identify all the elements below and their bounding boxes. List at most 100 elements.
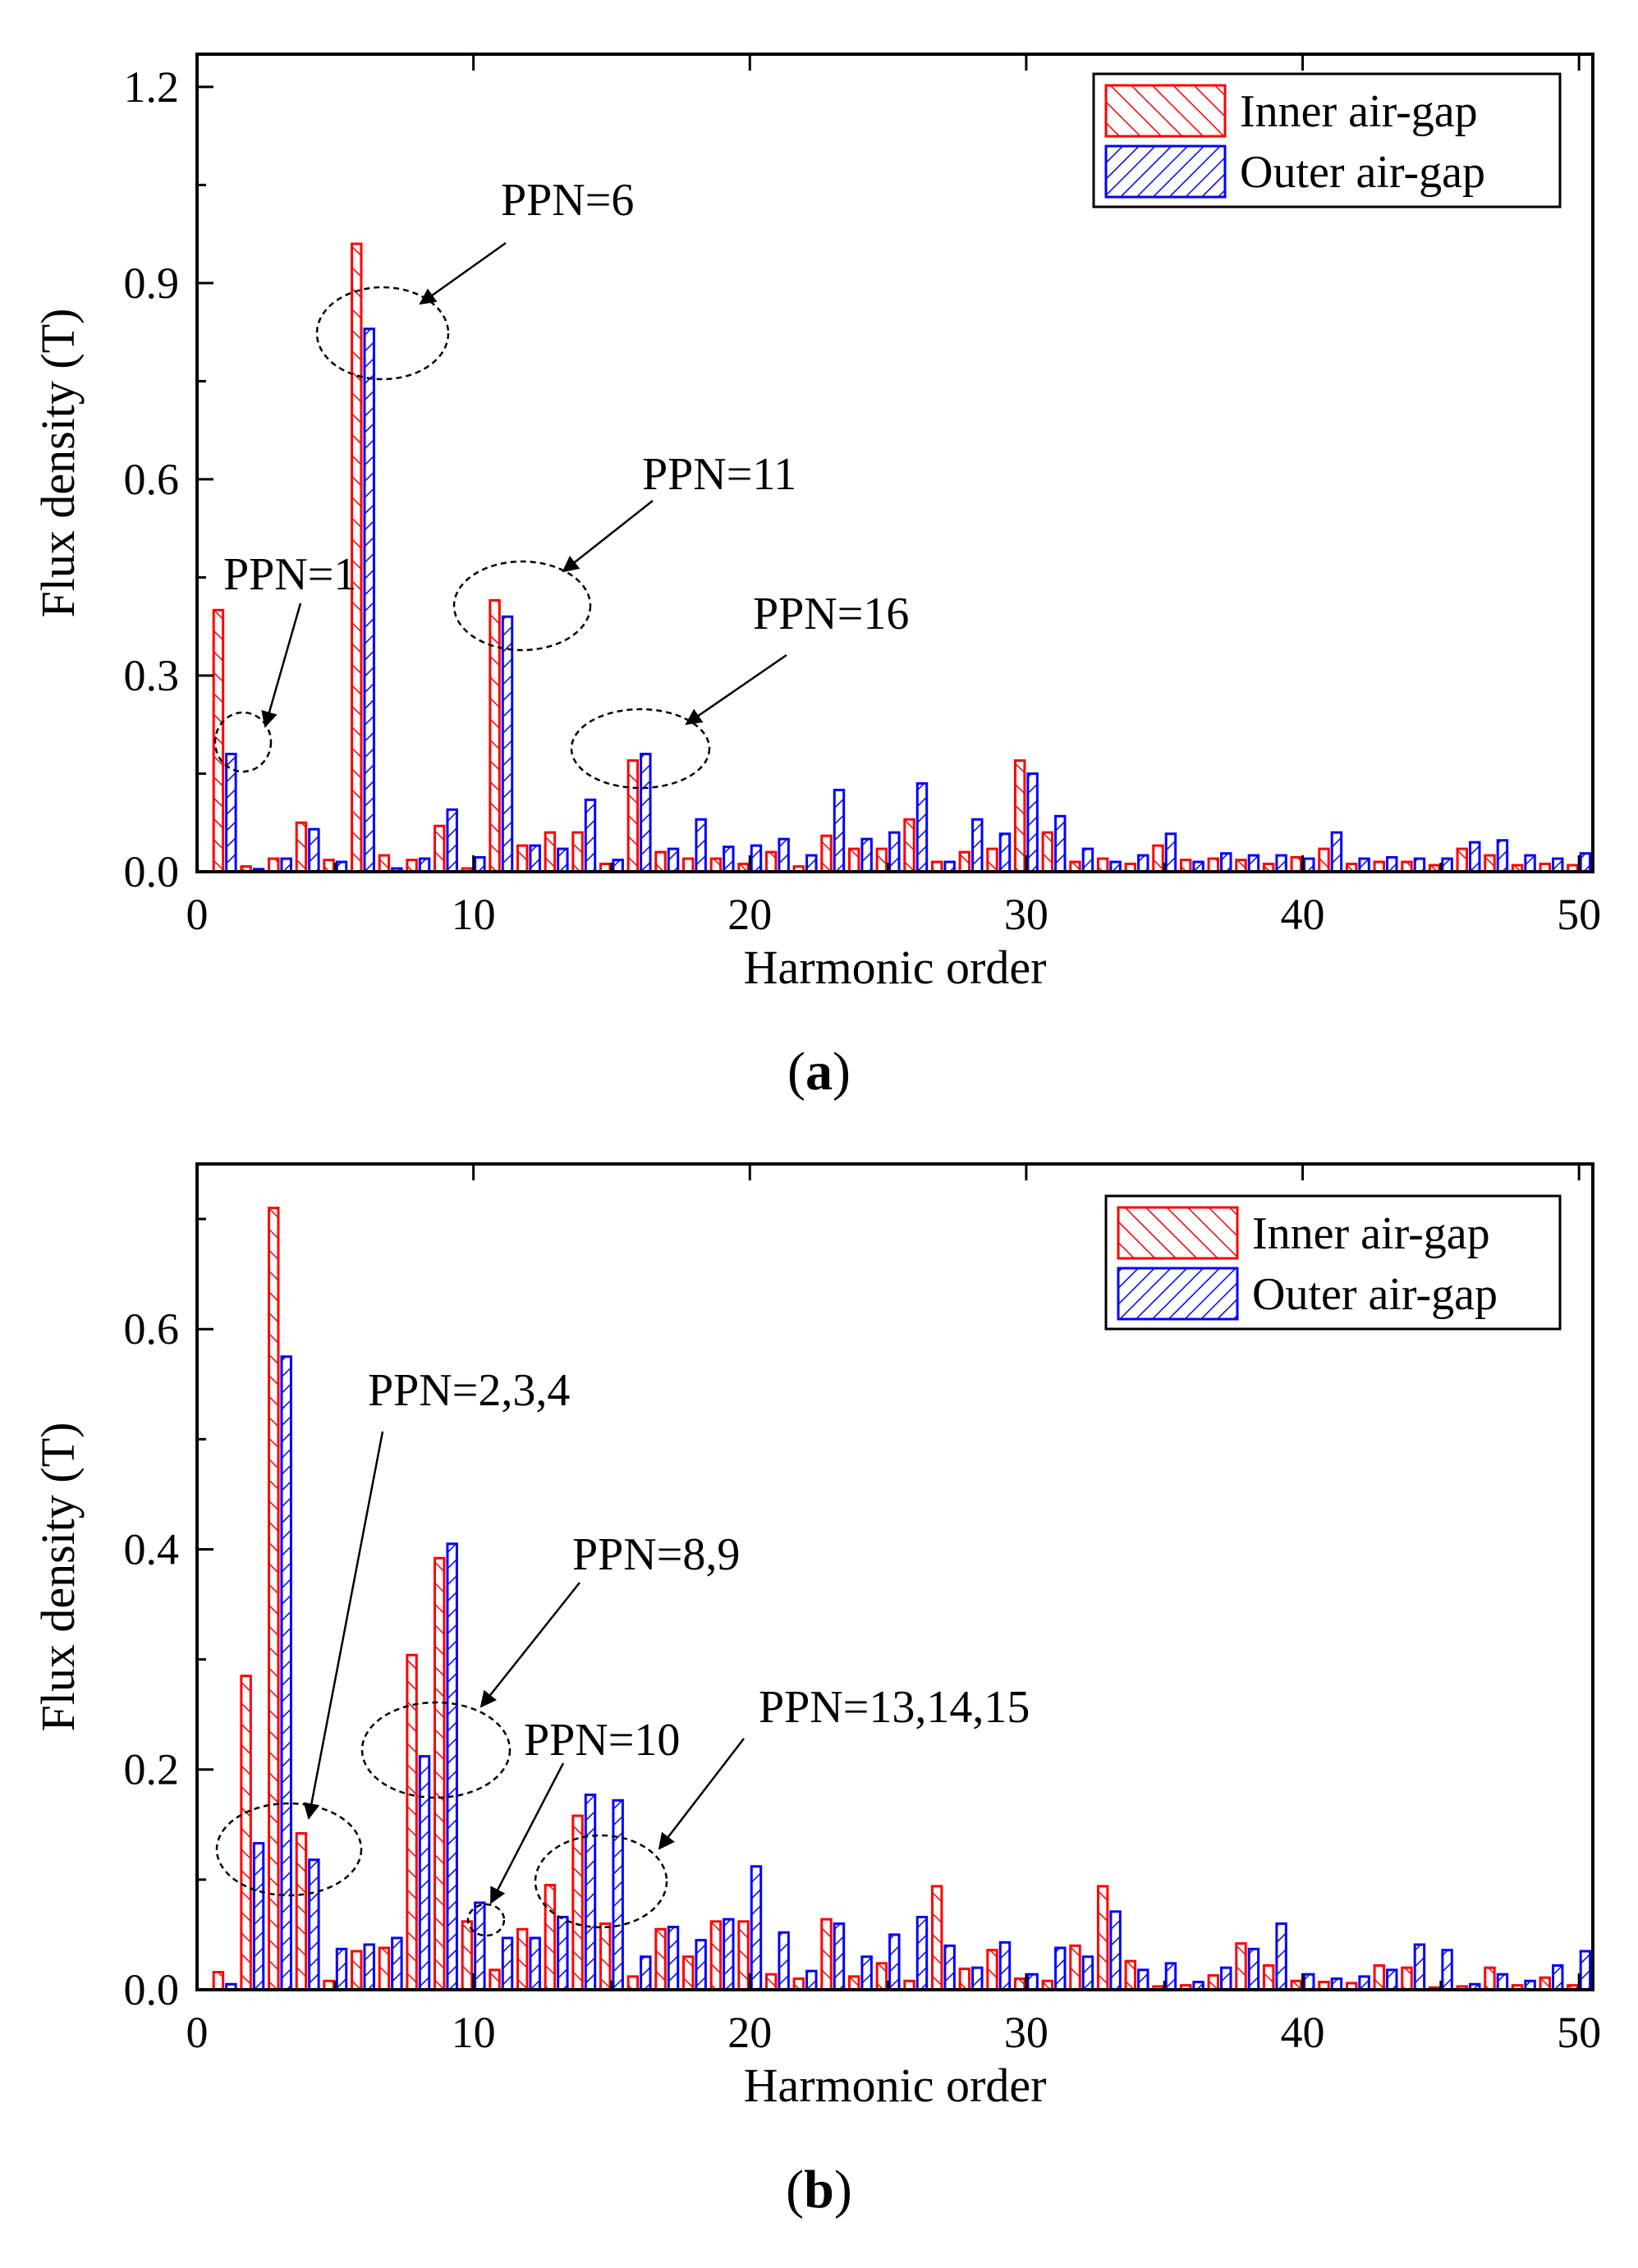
bar-outer-h22 (805, 1969, 818, 1991)
legend-label-inner-a: Inner air-gap (1240, 86, 1478, 137)
annotation-ppn10: PPN=10 (524, 1715, 680, 1766)
bar-inner-h33 (1096, 857, 1109, 873)
bar-inner-h21 (764, 1972, 778, 1991)
annotation-ppn6: PPN=6 (501, 175, 634, 226)
bar-outer-h1 (225, 753, 237, 873)
annotations-a: PPN=1 PPN=6 PPN=11 PPN=16 (213, 175, 909, 790)
bar-outer-h50 (1579, 852, 1592, 873)
bar-outer-h32 (1081, 1955, 1094, 1991)
bar-outer-h47 (1496, 839, 1509, 873)
bar-inner-h37 (1207, 857, 1220, 873)
bar-outer-h31 (1054, 1946, 1067, 1991)
bar-outer-h32 (1081, 847, 1094, 873)
bar-outer-h33 (1109, 1910, 1122, 1991)
y-axis-label-b: Flux density (T) (31, 1423, 85, 1732)
bar-outer-h18 (695, 818, 707, 873)
plot-frame-a (195, 53, 1594, 873)
annotation-arrow-ppn89 (479, 1582, 580, 1708)
bar-outer-h26 (915, 781, 929, 873)
axes-a: 0 10 20 30 40 50 0.0 0.3 0.6 0.9 1.2 (124, 54, 1601, 939)
x-tick-label: 10 (452, 890, 496, 939)
annotation-ppn89: PPN=8,9 (572, 1529, 740, 1580)
bar-inner-h25 (875, 1962, 888, 1991)
bar-inner-h18 (681, 857, 695, 873)
bar-inner-h43 (1373, 1963, 1386, 1991)
bar-inner-h11 (489, 598, 501, 873)
bar-outer-h27 (943, 1944, 956, 1991)
panel-caption-a: (a) (787, 1042, 851, 1102)
bar-inner-h30 (1013, 1977, 1026, 1991)
bar-inner-h7 (378, 1946, 391, 1991)
bar-outer-h39 (1275, 1922, 1287, 1991)
bar-inner-h10 (461, 1920, 474, 1991)
bar-outer-h15 (612, 1798, 624, 1991)
bar-outer-h37 (1220, 852, 1232, 873)
bar-outer-h35 (1164, 1962, 1177, 1991)
y-tick-label: 0.3 (124, 651, 180, 700)
x-tick-label: 50 (1557, 890, 1601, 939)
bar-outer-h23 (833, 1922, 846, 1991)
bar-outer-h43 (1386, 855, 1398, 873)
bar-inner-h47 (1484, 854, 1496, 873)
bar-inner-h16 (626, 759, 640, 873)
bar-outer-h45 (1441, 1949, 1453, 1991)
bar-outer-h10 (474, 855, 486, 873)
annotation-arrow-ppn10 (489, 1762, 565, 1904)
bar-outer-h9 (446, 808, 458, 873)
annotations-b: PPN=2,3,4 PPN=8,9 PPN=10 PPN=13,14,15 (215, 1365, 1030, 1937)
bar-inner-h19 (709, 857, 723, 873)
bar-outer-h30 (1026, 772, 1039, 873)
axes-b: 0 10 20 30 40 50 0.0 0.2 0.4 0.6 (124, 1164, 1601, 2057)
bar-inner-h27 (930, 1885, 943, 1991)
bar-inner-h14 (571, 831, 584, 873)
bar-inner-h1 (212, 1971, 225, 1991)
bar-outer-h30 (1026, 1972, 1039, 1991)
x-tick-label: 40 (1281, 890, 1325, 939)
bar-inner-h38 (1235, 859, 1247, 873)
bar-outer-h35 (1164, 832, 1177, 873)
bar-inner-h12 (516, 844, 529, 873)
bar-outer-h9 (446, 1542, 458, 1991)
bar-outer-h22 (805, 854, 818, 873)
bar-inner-h30 (1013, 759, 1026, 873)
x-tick-label: 20 (727, 890, 772, 939)
y-tick-label: 0.0 (124, 1965, 180, 2014)
annotation-ellipse-ppn1 (213, 711, 273, 773)
x-tick-label: 50 (1557, 2008, 1601, 2057)
bar-outer-h8 (418, 1755, 431, 1991)
bar-inner-h31 (1041, 831, 1054, 873)
bar-inner-h24 (847, 1975, 860, 1991)
annotation-ellipse-ppn10 (466, 1903, 506, 1937)
annotation-ellipse-ppn89 (360, 1701, 512, 1799)
bar-outer-h40 (1303, 1972, 1315, 1991)
bar-inner-h29 (986, 847, 998, 873)
legend-label-outer-b: Outer air-gap (1252, 1269, 1498, 1320)
annotation-arrow-ppn1 (261, 603, 302, 728)
bar-inner-h41 (1318, 847, 1330, 873)
bar-outer-h25 (888, 1933, 901, 1991)
bar-outer-h13 (557, 1915, 569, 1991)
bar-outer-h4 (308, 1858, 320, 1991)
bar-outer-h21 (778, 1931, 790, 1991)
annotation-ellipse-ppn6 (315, 286, 450, 381)
bar-outer-h46 (1469, 841, 1481, 873)
legend-swatch-outer-a (1104, 144, 1227, 199)
bar-inner-h16 (626, 1975, 640, 1991)
bar-outer-h43 (1386, 1968, 1398, 1991)
bar-inner-h19 (709, 1920, 723, 1991)
bar-outer-h3 (280, 857, 292, 873)
bar-inner-h36 (1179, 859, 1192, 873)
panel-caption-b: (b) (786, 2160, 852, 2220)
bar-inner-h9 (434, 824, 446, 873)
bar-outer-h24 (860, 1955, 873, 1991)
bar-outer-h49 (1552, 1963, 1564, 1991)
legend-swatch-inner-a (1104, 84, 1227, 138)
bar-inner-h4 (295, 1832, 308, 1991)
bar-outer-h29 (998, 832, 1012, 873)
bar-outer-h25 (888, 831, 901, 873)
bar-inner-h17 (654, 1927, 667, 1991)
bar-outer-h44 (1413, 1943, 1426, 1991)
bar-inner-h47 (1484, 1966, 1496, 1991)
bar-inner-h46 (1456, 847, 1469, 873)
bar-outer-h12 (529, 844, 541, 873)
